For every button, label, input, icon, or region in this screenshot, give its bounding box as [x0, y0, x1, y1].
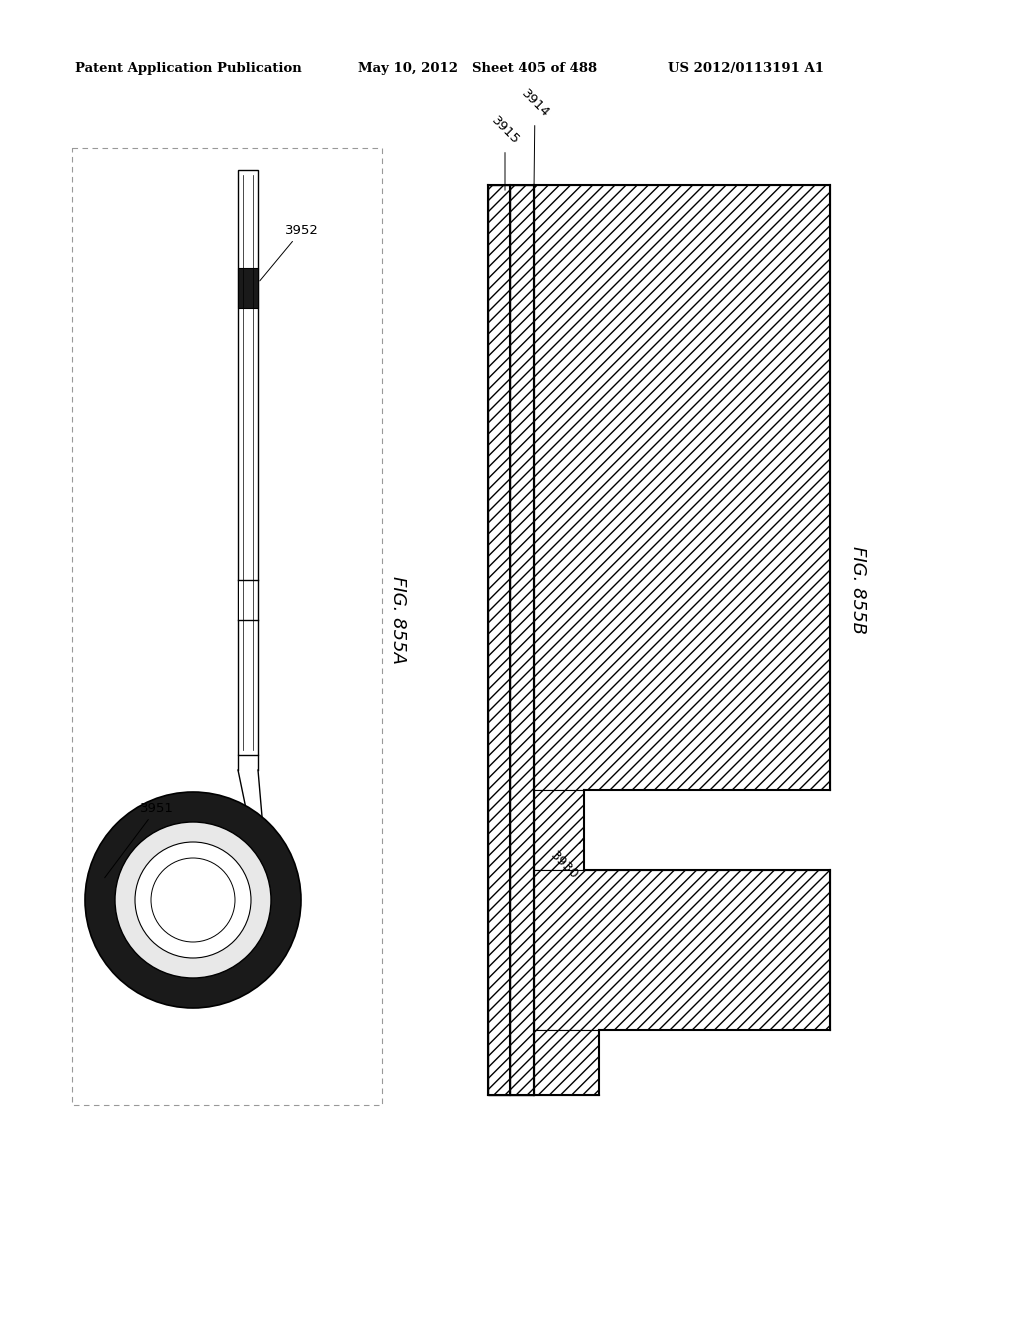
Polygon shape [534, 789, 584, 870]
Polygon shape [239, 579, 257, 620]
Polygon shape [238, 268, 258, 308]
Text: 3915: 3915 [488, 114, 521, 190]
Polygon shape [488, 185, 510, 1096]
Text: FIG. 855A: FIG. 855A [389, 576, 407, 664]
Circle shape [135, 842, 251, 958]
Text: US 2012/0113191 A1: US 2012/0113191 A1 [668, 62, 824, 75]
Polygon shape [534, 1030, 599, 1096]
Polygon shape [510, 185, 534, 1096]
Circle shape [115, 822, 271, 978]
Text: FIG. 855B: FIG. 855B [849, 546, 867, 634]
Circle shape [85, 792, 301, 1008]
Text: 3930: 3930 [548, 833, 588, 882]
Text: Sheet 405 of 488: Sheet 405 of 488 [472, 62, 597, 75]
Text: 3952: 3952 [260, 223, 318, 281]
Polygon shape [584, 789, 830, 870]
Polygon shape [599, 1030, 830, 1096]
Text: May 10, 2012: May 10, 2012 [358, 62, 458, 75]
Polygon shape [534, 870, 830, 1030]
Text: 3951: 3951 [104, 801, 174, 878]
Polygon shape [534, 185, 830, 789]
Text: Patent Application Publication: Patent Application Publication [75, 62, 302, 75]
Text: 3914: 3914 [518, 87, 552, 187]
Polygon shape [238, 170, 258, 755]
Circle shape [151, 858, 234, 942]
